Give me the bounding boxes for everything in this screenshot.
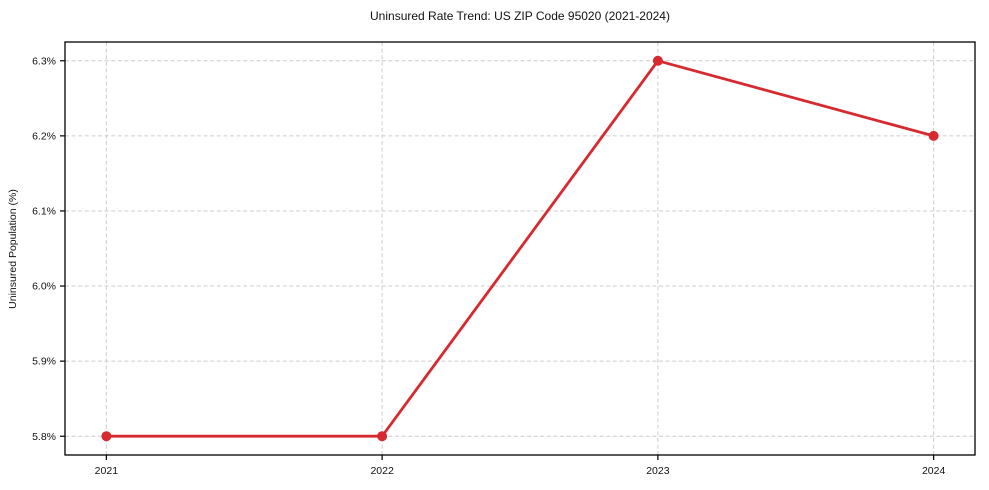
y-tick-label: 6.2%	[32, 130, 56, 142]
data-point-marker	[652, 55, 663, 66]
trend-line	[105, 59, 935, 438]
chart-title: Uninsured Rate Trend: US ZIP Code 95020 …	[370, 9, 670, 23]
y-tick-label: 5.8%	[32, 431, 56, 443]
x-tick-label: 2021	[95, 465, 119, 477]
data-point-marker	[377, 431, 388, 442]
plot-border	[64, 41, 976, 456]
y-tick-label: 6.1%	[32, 206, 56, 218]
y-tick-label: 6.3%	[32, 55, 56, 67]
x-tick-label: 2022	[370, 465, 394, 477]
y-tick-label: 6.0%	[32, 281, 56, 293]
y-tick-label: 5.9%	[32, 356, 56, 368]
x-tick-label: 2023	[646, 465, 670, 477]
x-tick-label: 2024	[922, 465, 946, 477]
data-point-marker	[928, 130, 939, 141]
data-point-marker	[101, 431, 112, 442]
